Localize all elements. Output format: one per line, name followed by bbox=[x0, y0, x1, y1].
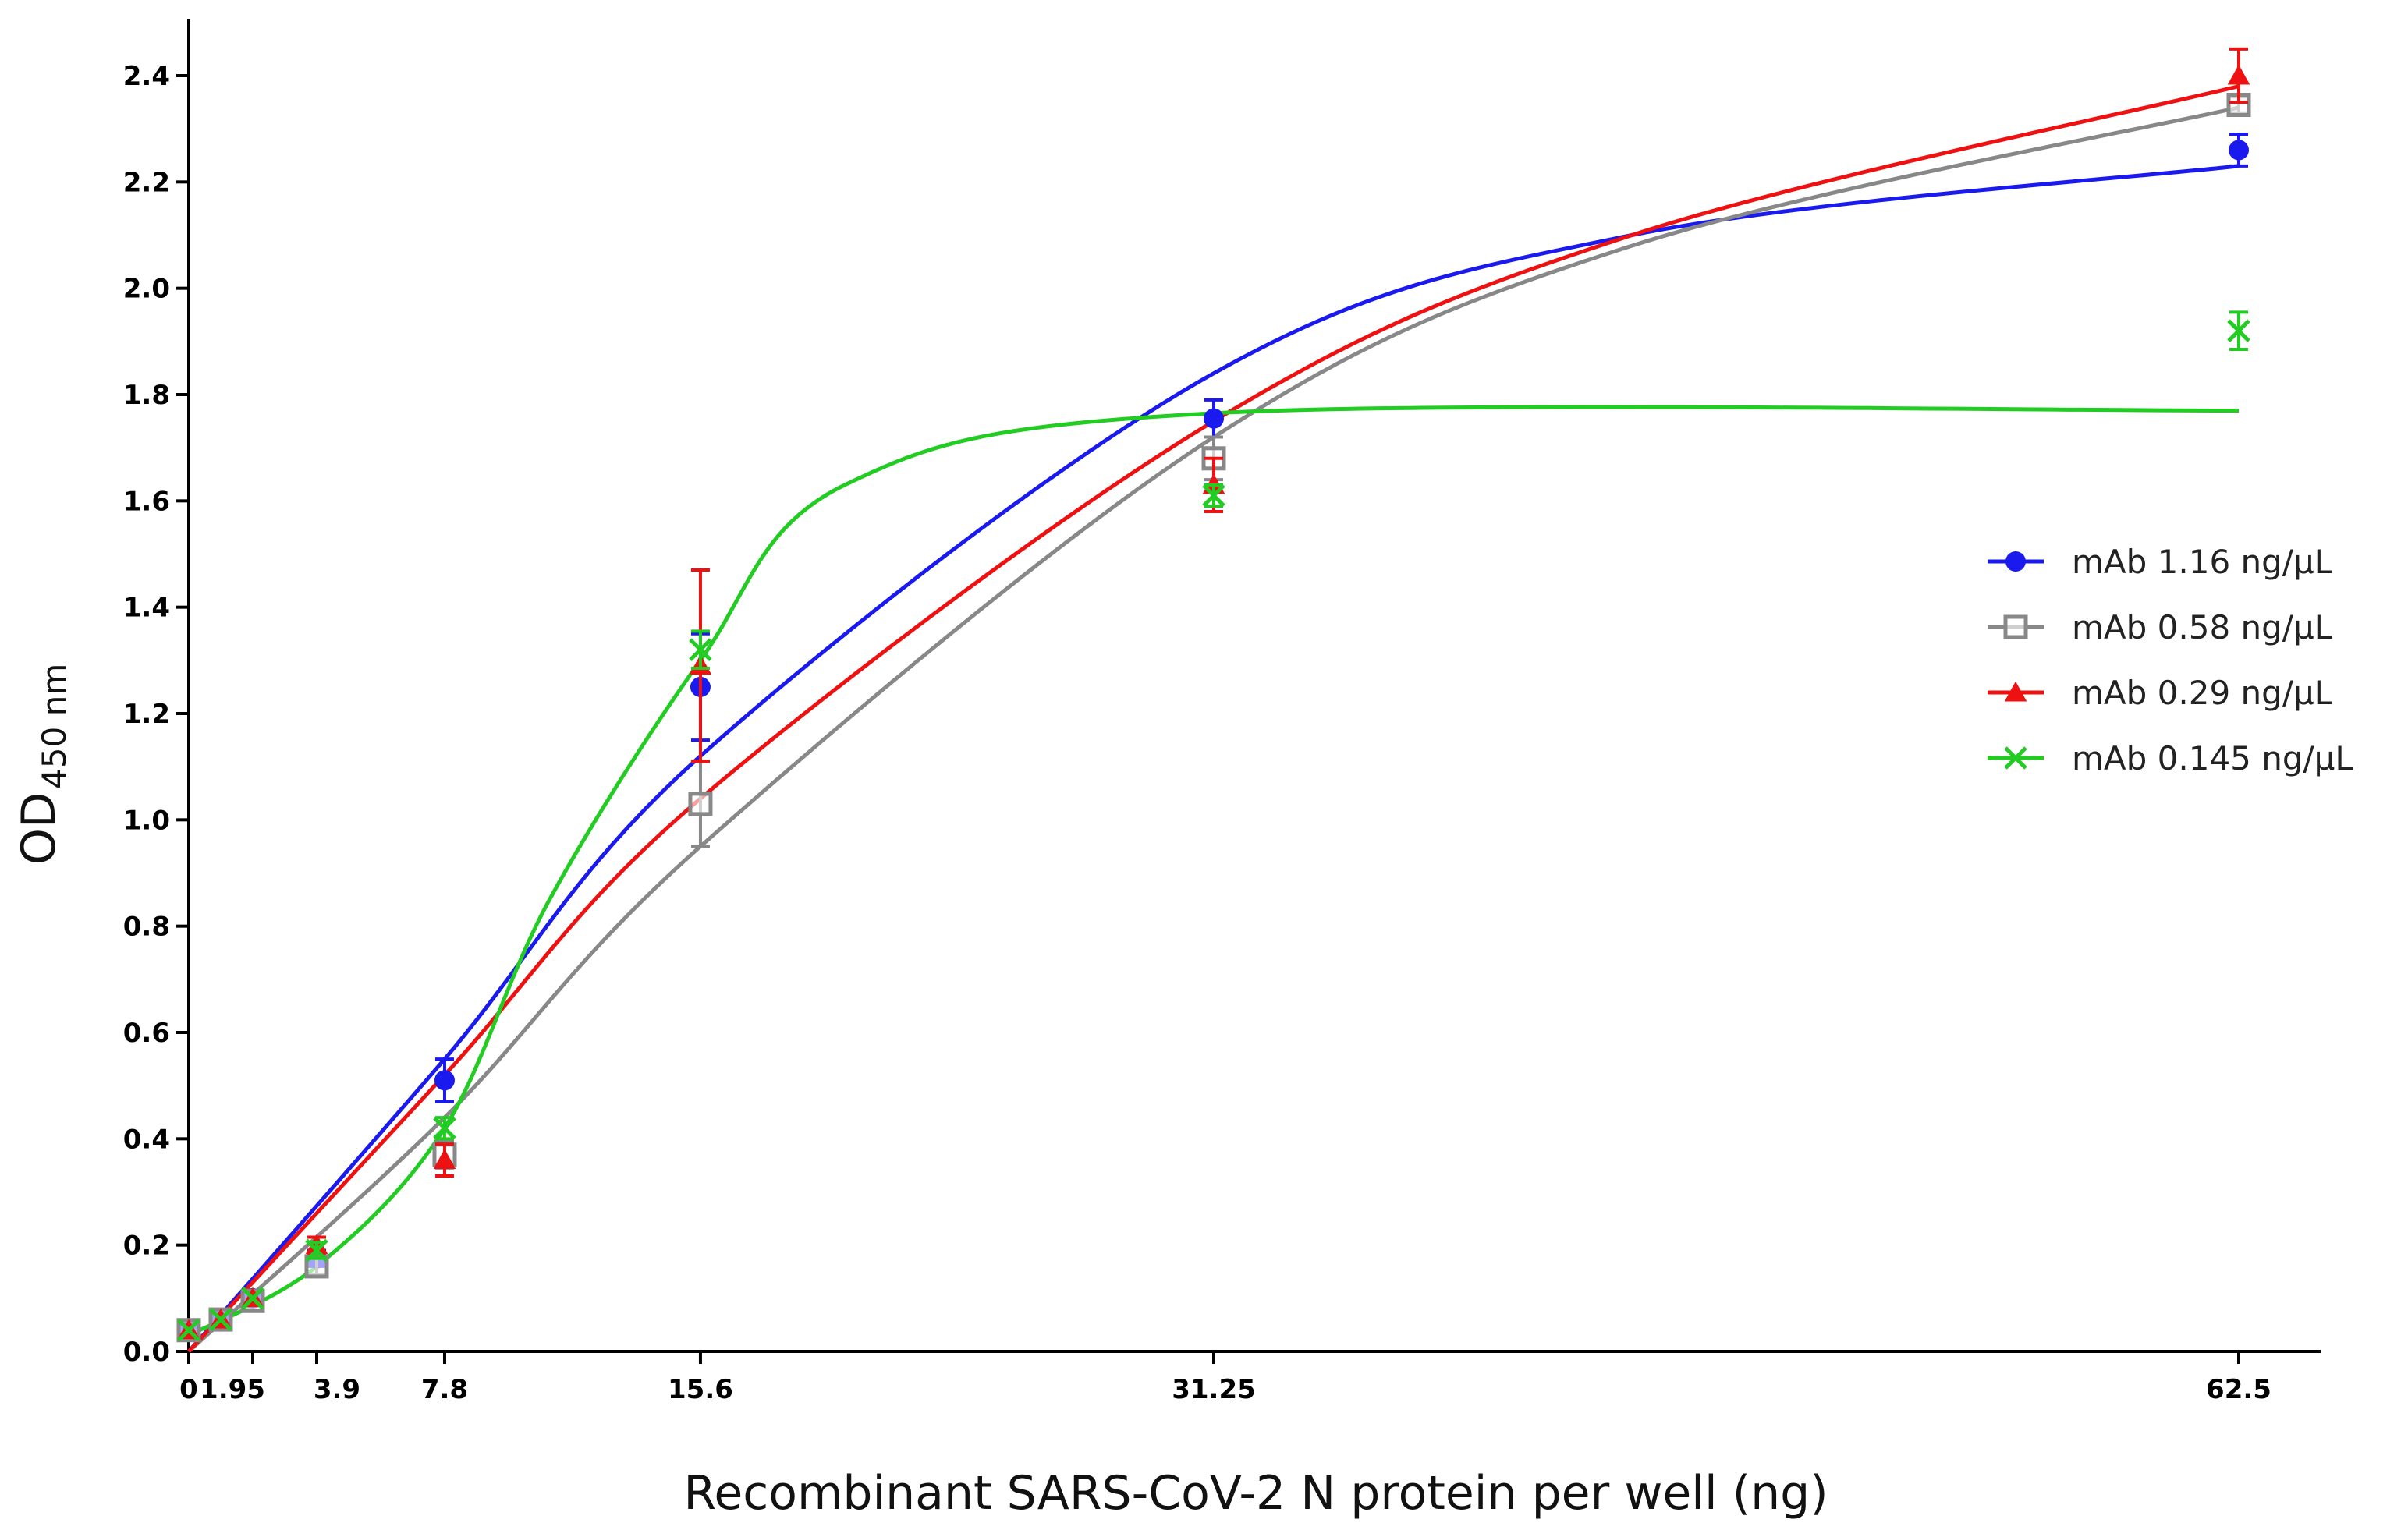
y-axis-title-sub: 450 nm bbox=[35, 664, 73, 789]
fit-curve-series-2 bbox=[187, 105, 2240, 1353]
x-tick-label: 3.9 bbox=[314, 1374, 360, 1405]
data-point-series-4 bbox=[433, 1116, 456, 1140]
legend-marker-4 bbox=[2004, 746, 2027, 770]
y-tick-label: 1.6 bbox=[123, 486, 170, 517]
x-tick-label: 0 bbox=[179, 1374, 198, 1405]
data-point-series-4 bbox=[2227, 319, 2250, 342]
y-tick-label: 1.0 bbox=[123, 805, 170, 836]
data-points bbox=[176, 47, 2251, 1343]
legend-label-4: mAb 0.145 ng/μL bbox=[2072, 739, 2353, 777]
axes-layer: 0.0 0.2 0.4 0.6 0.8 1.0 1.2 1.4 1.6 1.8 2.0 2.2 2.4 0… bbox=[123, 19, 2321, 1405]
y-tick-label: 0.2 bbox=[123, 1231, 170, 1262]
y-tick-label: 2.4 bbox=[123, 61, 170, 92]
y-tick-label: 0.6 bbox=[123, 1018, 170, 1049]
x-tick-label: 1.95 bbox=[200, 1374, 265, 1405]
legend-label-1: mAb 1.16 ng/μL bbox=[2072, 543, 2333, 581]
legend: mAb 1.16 ng/μL mAb 0.58 ng/μL mAb 0.29 ng/… bbox=[1988, 543, 2353, 777]
data-point-series-1 bbox=[2229, 140, 2249, 161]
x-axis-title: Recombinant SARS-CoV-2 N protein per wel… bbox=[683, 1466, 1828, 1521]
data-point-series-1 bbox=[434, 1070, 455, 1091]
y-axis-title-main: OD bbox=[12, 792, 66, 865]
fit-curve-series-4 bbox=[187, 405, 2240, 1337]
y-tick-label: 0.0 bbox=[123, 1337, 170, 1368]
data-point-series-4 bbox=[241, 1287, 264, 1310]
y-tick-label: 2.2 bbox=[123, 167, 170, 198]
data-point-series-2 bbox=[688, 792, 713, 816]
fit-curves bbox=[187, 84, 2240, 1353]
x-tick-label: 31.25 bbox=[1172, 1374, 1256, 1405]
fit-curve-series-3 bbox=[187, 84, 2240, 1353]
data-point-series-4 bbox=[1202, 483, 1225, 508]
y-tick-label: 0.4 bbox=[123, 1124, 170, 1155]
x-tick-label: 7.8 bbox=[421, 1374, 468, 1405]
fit-curve-series-1 bbox=[187, 164, 2240, 1353]
y-tick-label: 0.8 bbox=[123, 912, 170, 943]
x-tick-label: 15.6 bbox=[668, 1374, 733, 1405]
data-point-series-4 bbox=[305, 1238, 328, 1263]
data-point-series-4 bbox=[209, 1308, 232, 1331]
data-point-series-4 bbox=[689, 638, 712, 661]
data-point-series-3 bbox=[2227, 64, 2250, 85]
legend-marker-3 bbox=[2004, 681, 2027, 702]
data-point-series-1 bbox=[1204, 408, 1224, 429]
legend-label-2: mAb 0.58 ng/μL bbox=[2072, 608, 2333, 646]
y-tick-label: 1.8 bbox=[123, 380, 170, 411]
y-tick-label: 1.2 bbox=[123, 699, 170, 730]
x-tick-label: 62.5 bbox=[2206, 1374, 2271, 1405]
y-tick-label: 1.4 bbox=[123, 593, 170, 624]
legend-label-3: mAb 0.29 ng/μL bbox=[2072, 674, 2333, 712]
data-point-series-3 bbox=[433, 1149, 456, 1170]
y-axis-title: OD450 nm bbox=[12, 664, 73, 866]
data-point-series-4 bbox=[177, 1318, 200, 1342]
y-tick-label: 2.0 bbox=[123, 274, 170, 305]
legend-marker-2 bbox=[2003, 614, 2028, 639]
legend-marker-1 bbox=[2005, 551, 2026, 572]
